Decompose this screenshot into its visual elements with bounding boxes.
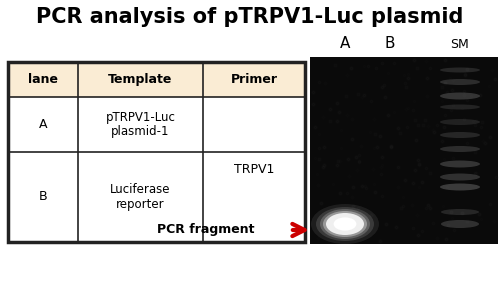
Bar: [8, 62, 305, 97]
Ellipse shape: [320, 209, 370, 239]
Text: SM: SM: [450, 38, 469, 51]
Ellipse shape: [323, 211, 367, 237]
Bar: [310, 57, 498, 244]
Text: lane: lane: [28, 73, 58, 86]
Text: TRPV1: TRPV1: [234, 163, 274, 176]
Text: pTRPV1-Luc
plasmid-1: pTRPV1-Luc plasmid-1: [106, 110, 175, 138]
Text: B: B: [39, 190, 47, 204]
Ellipse shape: [316, 207, 374, 241]
Ellipse shape: [440, 183, 480, 190]
Ellipse shape: [441, 209, 479, 215]
Ellipse shape: [311, 204, 379, 244]
Ellipse shape: [334, 218, 356, 231]
Bar: [8, 97, 78, 152]
Ellipse shape: [440, 93, 480, 100]
Ellipse shape: [440, 79, 480, 85]
Bar: [203, 97, 305, 242]
Text: A: A: [340, 36, 350, 51]
Ellipse shape: [440, 105, 480, 110]
Bar: [78, 152, 203, 242]
Ellipse shape: [440, 146, 480, 152]
Ellipse shape: [440, 161, 480, 168]
Ellipse shape: [440, 173, 480, 180]
Bar: [8, 152, 78, 242]
Ellipse shape: [326, 213, 364, 235]
Ellipse shape: [441, 220, 479, 228]
Bar: [8, 62, 305, 242]
Ellipse shape: [440, 132, 480, 138]
Bar: [78, 97, 203, 152]
Text: Luciferase
reporter: Luciferase reporter: [110, 183, 171, 211]
Text: PCR fragment: PCR fragment: [157, 223, 255, 237]
Text: A: A: [39, 118, 47, 131]
Text: Template: Template: [108, 73, 173, 86]
Ellipse shape: [440, 67, 480, 72]
Text: B: B: [385, 36, 395, 51]
Text: Primer: Primer: [230, 73, 278, 86]
Text: PCR analysis of pTRPV1-Luc plasmid: PCR analysis of pTRPV1-Luc plasmid: [36, 7, 464, 27]
Ellipse shape: [440, 119, 480, 125]
